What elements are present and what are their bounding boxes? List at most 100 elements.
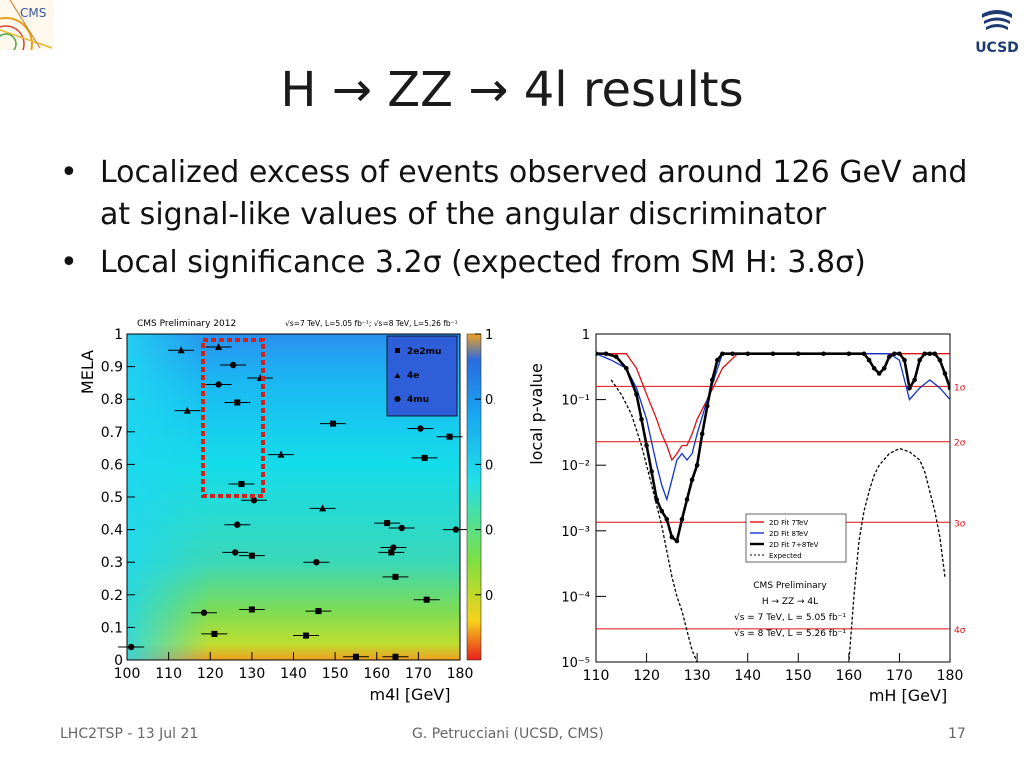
x-tick-label: 150 — [322, 666, 349, 682]
data-point — [922, 351, 928, 357]
data-point-4e — [309, 504, 336, 512]
data-point — [659, 508, 665, 514]
data-point — [639, 417, 644, 422]
data-point-4mu — [442, 526, 469, 533]
data-point — [937, 357, 943, 363]
data-point-4mu — [205, 381, 232, 388]
data-point — [730, 351, 735, 357]
data-point — [710, 377, 715, 383]
colorbar-tick-label: 0.6 — [485, 458, 495, 473]
pvalue-chart-svg: 1σ 2σ 3σ 4σ 110 120 130 140 150 160 170 180 1 10⁻¹ 10… — [520, 314, 968, 712]
data-point — [942, 371, 948, 376]
data-point-2e2mu — [238, 552, 265, 559]
data-point — [866, 357, 872, 363]
textbox-line: √s = 7 TeV, L = 5.05 fb⁻¹ — [734, 612, 846, 623]
legend-marker-square — [395, 348, 400, 353]
data-point — [664, 516, 670, 522]
x-tick-label: 170 — [405, 666, 432, 682]
y-tick-label: 0.4 — [101, 523, 123, 539]
data-point — [694, 462, 700, 468]
y-tick-label: 0.6 — [101, 457, 123, 473]
chart2-ylabel: local p-value — [527, 363, 546, 465]
y-tick-label: 0.5 — [101, 490, 123, 506]
data-point-4e — [205, 343, 232, 351]
data-point-2e2mu — [238, 606, 265, 613]
data-point — [613, 354, 619, 360]
y-tick-label: 1 — [582, 328, 590, 343]
colorbar-tick-label: 1 — [485, 328, 493, 343]
data-point — [684, 497, 690, 502]
legend-label: 2D Fit 7TeV — [769, 519, 808, 527]
data-point-4e — [268, 450, 295, 458]
y-tick-label: 0.2 — [101, 588, 123, 604]
x-tick-label: 170 — [886, 668, 913, 684]
data-point — [871, 366, 877, 371]
data-point-2e2mu — [413, 596, 440, 603]
data-point — [699, 431, 705, 437]
data-point-4mu — [303, 559, 330, 566]
data-point — [887, 354, 892, 360]
y-tick-label: 0.3 — [101, 555, 123, 571]
data-point — [689, 477, 695, 483]
x-tick-label: 140 — [280, 666, 307, 682]
data-point — [674, 538, 680, 544]
data-point-2e2mu — [382, 573, 409, 580]
data-point — [596, 351, 599, 357]
y-tick-label: 1 — [114, 327, 123, 343]
data-point — [902, 357, 907, 363]
chart2-textbox: CMS Preliminary H → ZZ → 4L √s = 7 TeV, … — [734, 581, 846, 639]
data-point — [770, 351, 776, 357]
cms-logo: CMS — [0, 0, 54, 71]
data-point — [669, 534, 675, 540]
data-point-2e2mu — [411, 454, 438, 461]
ucsd-logo-text: UCSD — [975, 40, 1019, 56]
page-number: 17 — [948, 726, 966, 742]
data-point — [892, 351, 897, 357]
data-point — [861, 351, 867, 357]
textbox-line: H → ZZ → 4L — [762, 597, 818, 607]
x-tick-label: 150 — [785, 668, 812, 684]
data-point-2e2mu — [374, 520, 401, 527]
legend-marker-triangle — [394, 373, 401, 378]
x-tick-label: 180 — [937, 668, 964, 684]
data-point — [912, 377, 917, 383]
data-point-2e2mu — [224, 399, 251, 406]
chart1-ylabel: MELA — [78, 350, 97, 394]
data-point — [679, 516, 685, 522]
data-point-4e — [174, 406, 201, 414]
legend-label: 2e2mu — [407, 347, 441, 357]
legend-marker-circle — [394, 396, 401, 402]
data-point-2e2mu — [320, 420, 347, 427]
data-point-2e2mu — [378, 549, 405, 556]
bullet-item: • Localized excess of events observed aro… — [60, 152, 980, 236]
y-tick-label: 10⁻⁴ — [561, 590, 590, 605]
bullet-symbol: • — [60, 245, 78, 280]
legend-label: 2D Fit 7+8TeV — [769, 541, 819, 549]
chart2-xlabel: mH [GeV] — [869, 686, 947, 705]
bullet-symbol: • — [60, 155, 78, 190]
x-tick-label: 160 — [835, 668, 862, 684]
sigma-label: 2σ — [954, 439, 966, 449]
bullet-list: • Localized excess of events observed aro… — [60, 152, 980, 290]
x-tick-label: 110 — [155, 666, 182, 682]
colorbar-tick-label: 0.2 — [485, 589, 495, 604]
data-point — [927, 351, 933, 357]
x-tick-label: 160 — [363, 666, 390, 682]
data-point — [795, 351, 801, 357]
textbox-line: √s = 8 TeV, L = 5.26 fb⁻¹ — [734, 628, 846, 639]
bullet-text: Localized excess of events observed arou… — [100, 155, 968, 232]
x-tick-label: 180 — [447, 666, 474, 682]
footer-center: G. Petrucciani (UCSD, CMS) — [412, 726, 604, 742]
data-point-2e2mu — [342, 653, 369, 660]
x-tick-label: 120 — [633, 668, 660, 684]
sigma-label: 3σ — [954, 519, 966, 529]
bullet-item: • Local significance 3.2σ (expected from … — [60, 242, 980, 284]
pvalue-chart: 1σ 2σ 3σ 4σ 110 120 130 140 150 160 170 180 1 10⁻¹ 10… — [520, 314, 968, 712]
data-point — [649, 469, 654, 474]
chart1-subtitle: √s=7 TeV, L=5.05 fb⁻¹; √s=8 TeV, L=5.26 … — [285, 319, 458, 328]
x-tick-label: 120 — [197, 666, 224, 682]
data-point — [876, 371, 882, 376]
data-point — [704, 403, 710, 409]
chart1-xlabel: m4l [GeV] — [370, 685, 451, 704]
series-line-2d-fit-7-8tev — [596, 352, 950, 544]
